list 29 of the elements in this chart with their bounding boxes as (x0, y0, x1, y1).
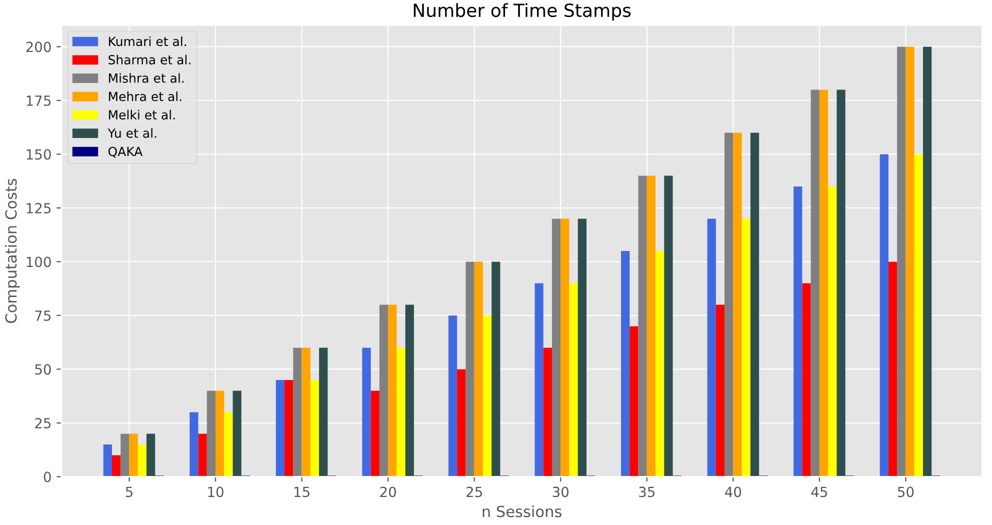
y-tick-label: 50 (35, 364, 51, 375)
x-tick-label: 20 (380, 486, 396, 498)
y-tick-label: 150 (26, 149, 51, 160)
x-tick-label: 30 (552, 486, 569, 498)
legend-label: Kumari et al. (108, 36, 186, 46)
y-tick-label: 175 (26, 96, 51, 106)
legend-label: Melki et al. (108, 110, 175, 120)
x-tick-label: 15 (294, 486, 310, 498)
chart-title: Number of Time Stamps (414, 3, 631, 21)
y-axis-title: Computation Costs (4, 178, 20, 323)
x-tick-label: 40 (725, 486, 742, 498)
y-tick-label: 75 (35, 310, 51, 321)
y-tick-label: 100 (26, 256, 51, 268)
legend-label: Sharma et al. (108, 54, 190, 64)
x-tick-label: 45 (811, 486, 828, 498)
legend-label: Mehra et al. (108, 91, 182, 102)
legend-label: Yu et al. (108, 128, 156, 138)
y-tick-label: 200 (26, 42, 51, 52)
x-tick-label: 5 (126, 486, 132, 498)
x-axis-title: n Sessions (482, 505, 562, 518)
legend-label: Mishra et al. (108, 73, 184, 83)
x-tick-label: 10 (208, 486, 224, 498)
y-tick-label: 25 (35, 418, 51, 428)
x-tick-label: 25 (466, 486, 482, 498)
y-tick-label: 125 (26, 202, 51, 214)
x-tick-label: 35 (639, 486, 655, 498)
legend-label: QAKA (108, 146, 143, 158)
y-tick-label: 0 (44, 472, 51, 482)
x-tick-label: 50 (898, 486, 914, 498)
